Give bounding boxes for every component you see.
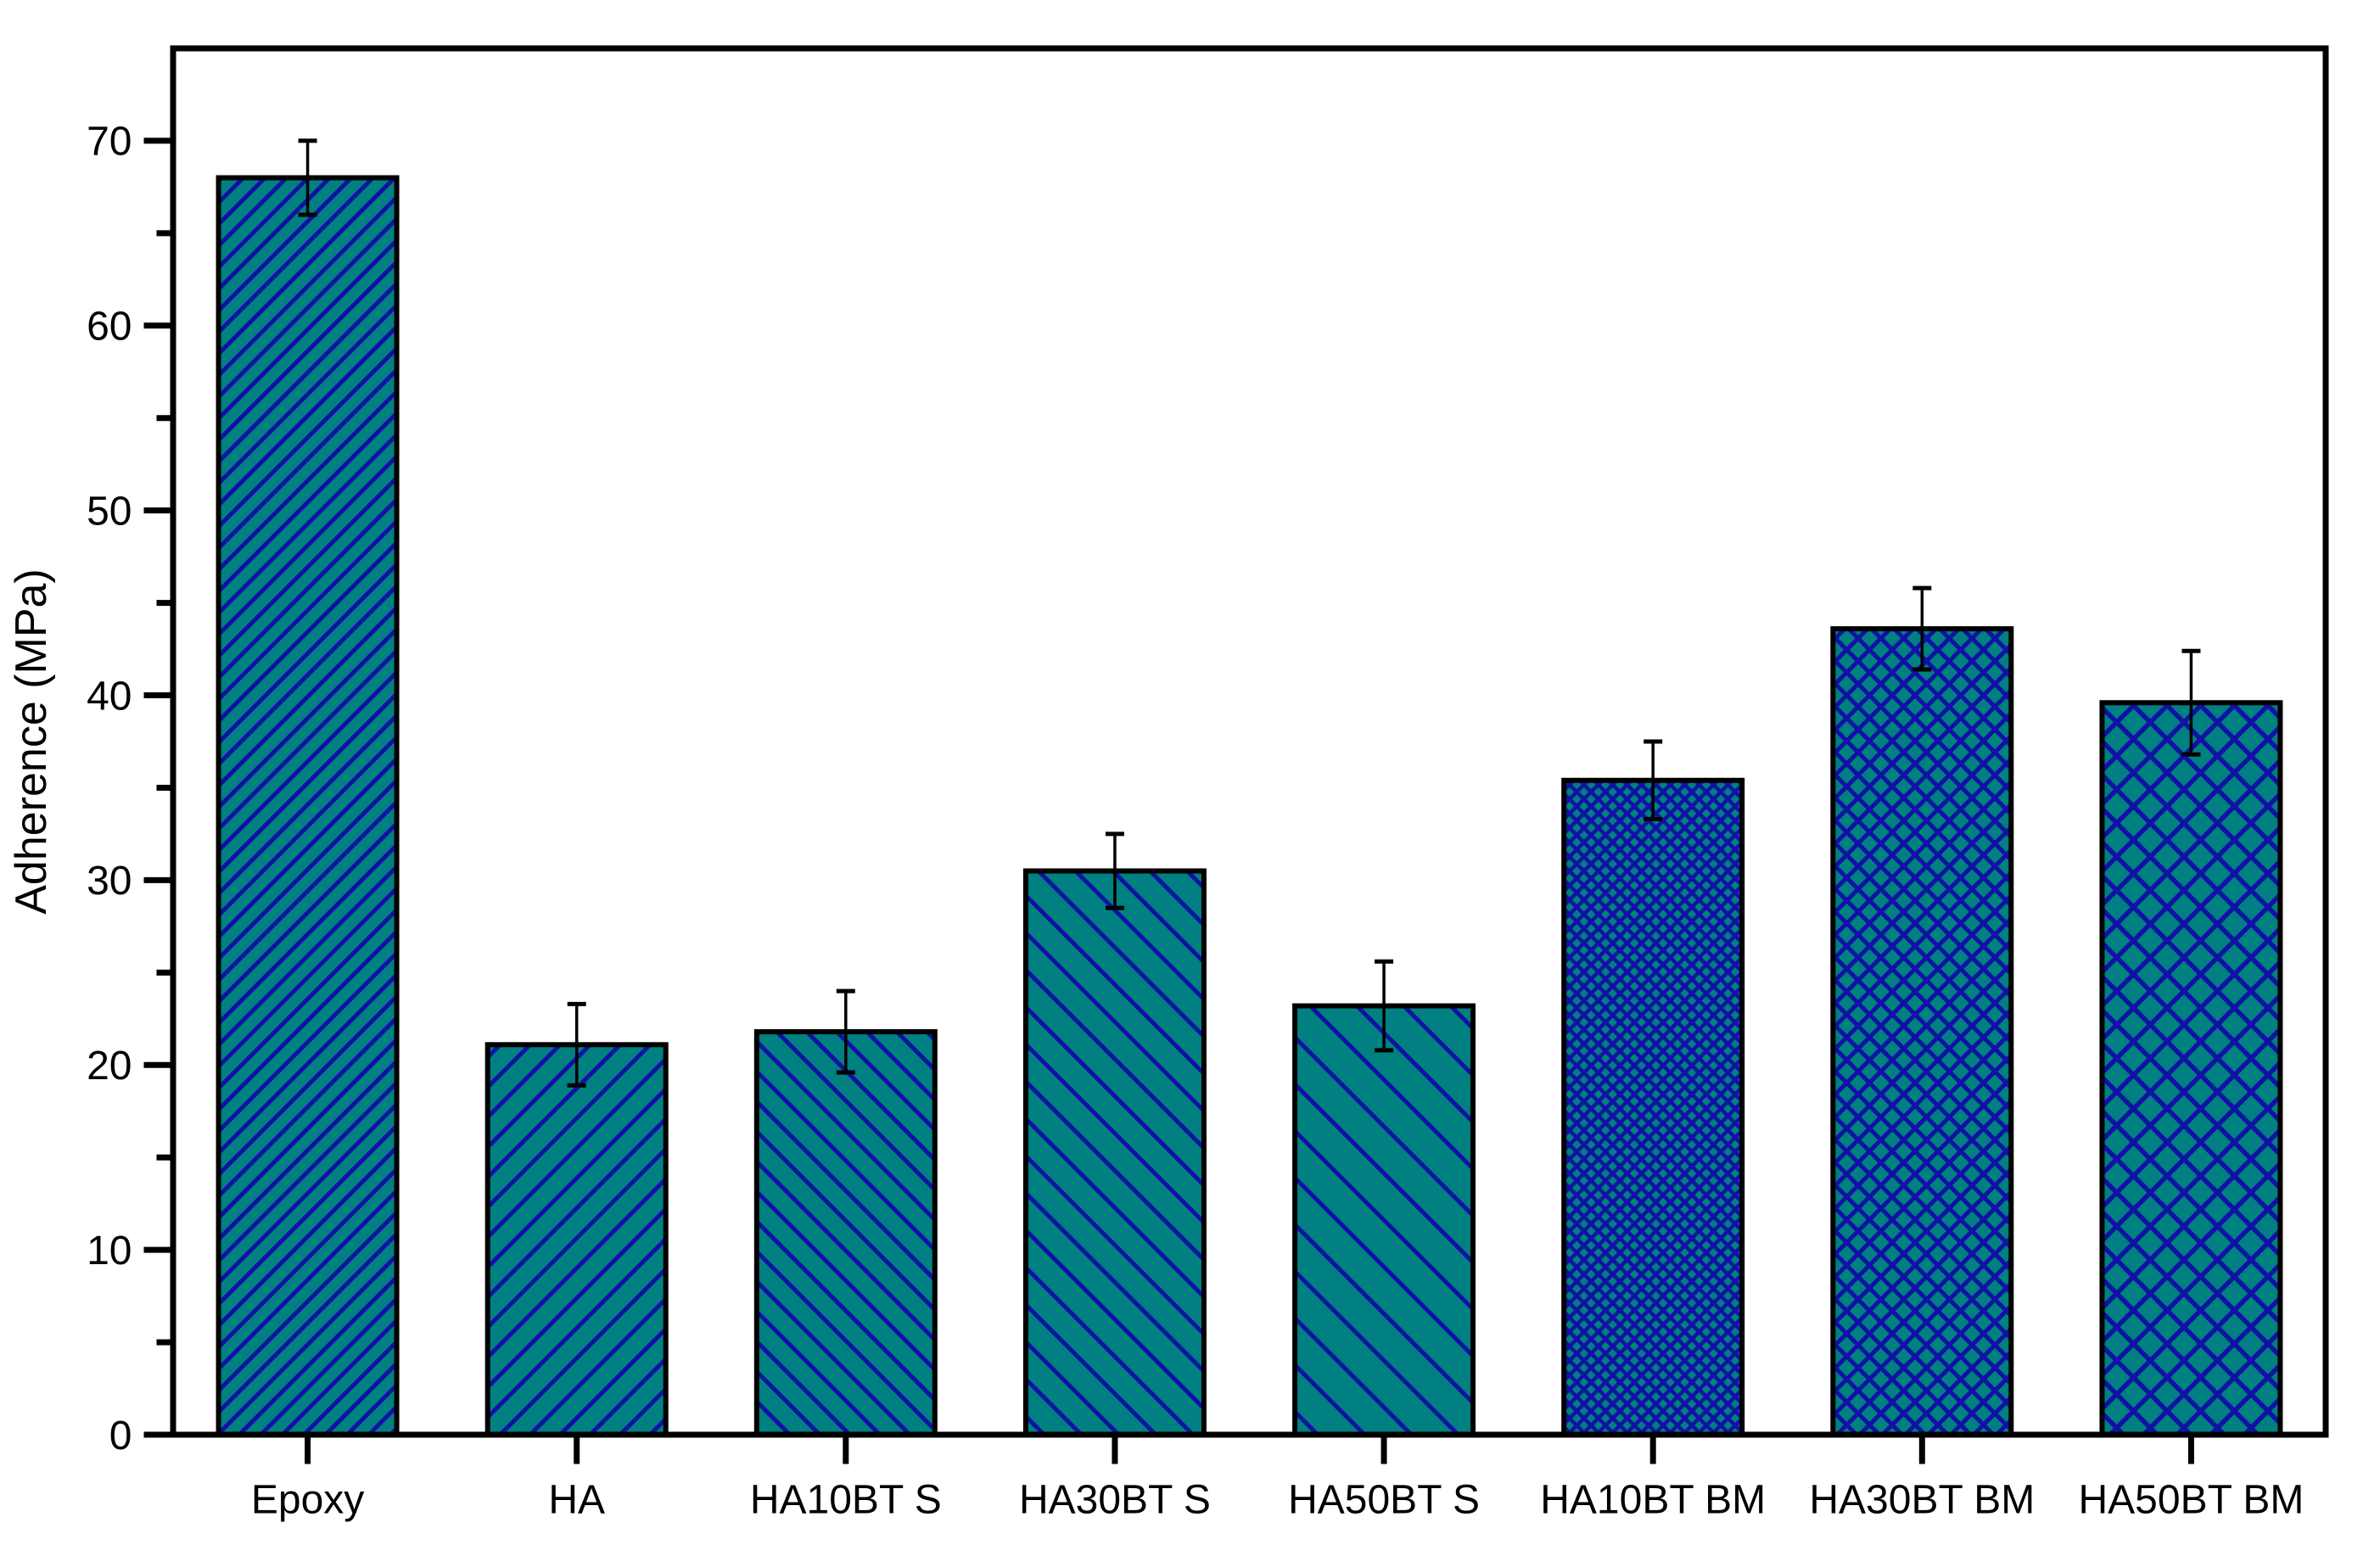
bar-ha10bt-bm (1561, 777, 1745, 1437)
error-bar-ha10bt-bm (1644, 739, 1663, 822)
bar-ha50bt-bm (2099, 700, 2283, 1437)
bar-epoxy (216, 175, 400, 1437)
bar-ha30bt-bm (1830, 626, 2014, 1437)
bar-ha10bt-s (753, 1029, 938, 1437)
y-axis-label: Adherence (MPa) (7, 568, 56, 915)
bar-ha (484, 1042, 669, 1438)
error-bar-ha30bt-s (1105, 831, 1124, 910)
y-tick-label: 50 (87, 489, 132, 534)
error-bar-ha50bt-s (1375, 959, 1394, 1053)
error-bar-ha (567, 1001, 586, 1088)
plot-frame (170, 45, 2329, 1438)
y-tick-label: 40 (87, 674, 132, 719)
x-axis-category-label: Epoxy (251, 1478, 364, 1523)
x-axis-category-label: HA50BT S (1288, 1478, 1480, 1523)
x-axis-category-label: HA50BT BM (2079, 1478, 2304, 1523)
y-tick-label: 60 (87, 305, 132, 350)
x-axis-category-label: HA (548, 1478, 605, 1523)
x-axis-category-label: HA30BT S (1019, 1478, 1211, 1523)
x-axis-category-label: HA30BT BM (1809, 1478, 2035, 1523)
y-tick-label: 20 (87, 1044, 132, 1089)
bar-ha50bt-s (1292, 1003, 1476, 1437)
error-bar-epoxy (298, 138, 317, 217)
x-axis-category-label: HA10BT BM (1540, 1478, 1766, 1523)
error-bar-ha10bt-s (836, 988, 855, 1075)
y-tick-label: 30 (87, 859, 132, 904)
x-axis-category-label: HA10BT S (750, 1478, 942, 1523)
y-tick-label: 0 (109, 1413, 132, 1458)
error-bar-ha50bt-bm (2181, 648, 2201, 757)
y-tick-label: 10 (87, 1229, 132, 1274)
error-bar-ha30bt-bm (1912, 585, 1932, 672)
y-tick-label: 70 (87, 120, 132, 165)
bar-ha30bt-s (1022, 868, 1207, 1438)
